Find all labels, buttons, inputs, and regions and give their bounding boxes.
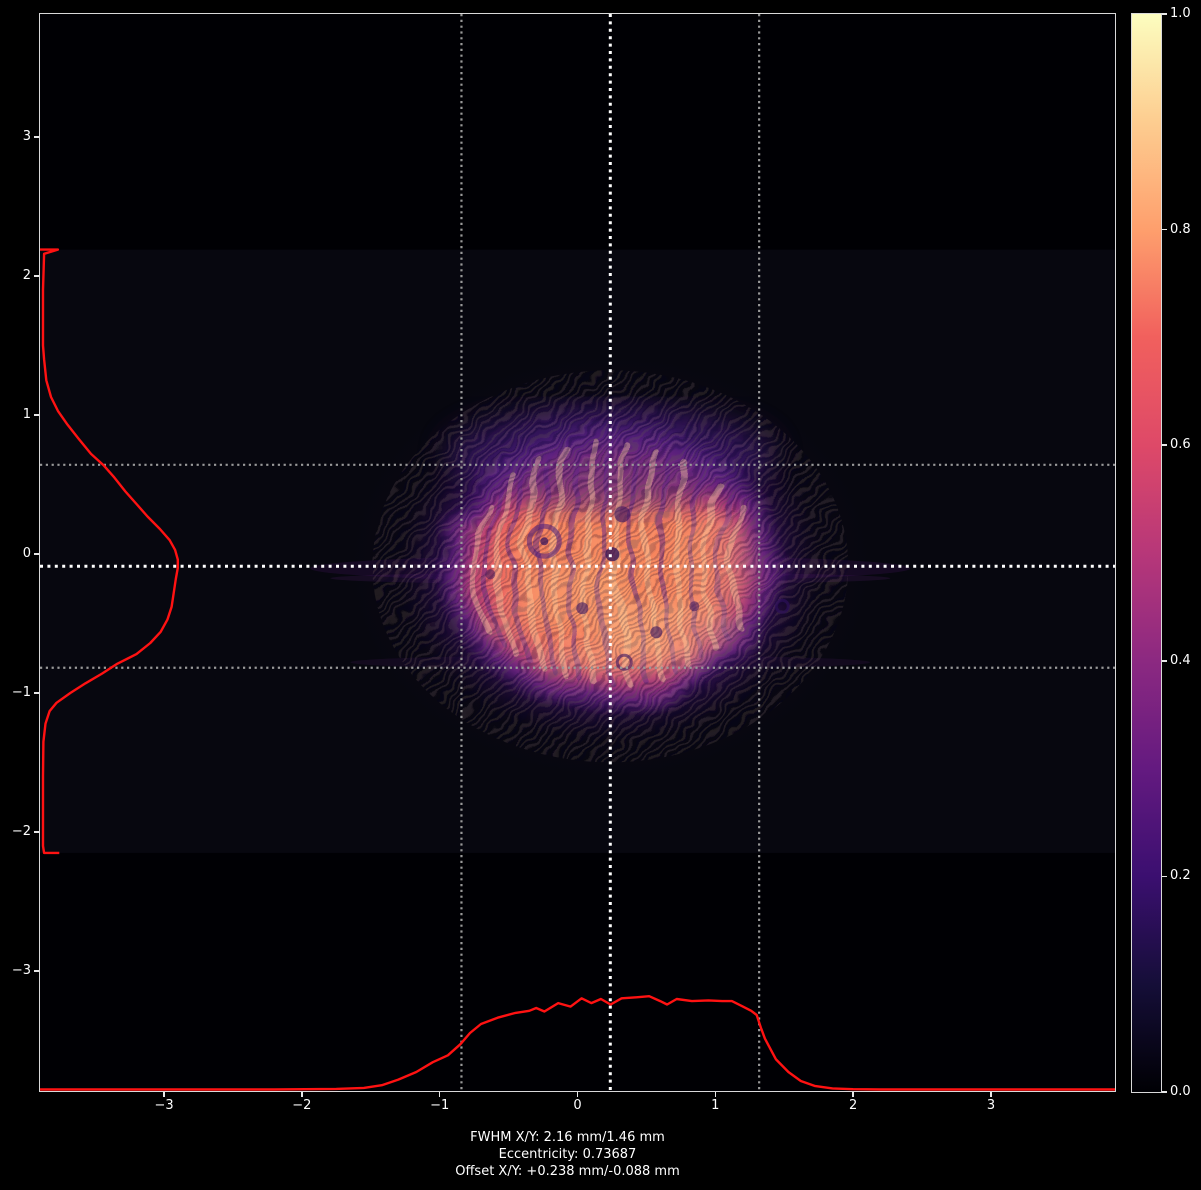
y-axis-tick [34, 831, 39, 833]
y-tick-label: 3 [22, 129, 31, 145]
x-axis-tick [163, 1092, 165, 1097]
y-axis-tick [34, 414, 39, 416]
colorbar-tick-label: 0.6 [1170, 437, 1191, 453]
y-axis-tick [34, 970, 39, 972]
y-tick-label: −3 [11, 963, 31, 979]
colorbar-tick-label: 0.2 [1170, 868, 1191, 884]
x-axis-tick [438, 1092, 441, 1097]
y-tick-label: 2 [22, 268, 31, 284]
beam-image-canvas [40, 14, 1115, 1091]
x-axis-tick [576, 1092, 579, 1097]
colorbar-tick [1162, 660, 1167, 662]
x-axis-tick [990, 1092, 992, 1097]
x-axis-tick [301, 1092, 303, 1097]
x-tick-label: −3 [154, 1098, 174, 1113]
y-axis-tick [34, 275, 39, 277]
plot-area [39, 13, 1116, 1092]
colorbar-tick [1162, 444, 1167, 446]
y-profile-curve [40, 248, 179, 855]
colorbar-tick [1162, 228, 1167, 231]
y-tick-label: −2 [11, 824, 31, 840]
x-tick-label: 1 [711, 1098, 720, 1113]
eccentricity-readout: Eccentricity: 0.73687 [498, 1147, 637, 1162]
marker-lines [40, 14, 1115, 1091]
speckle-texture [372, 370, 849, 763]
y-axis-tick [34, 553, 39, 555]
dark-spots [485, 506, 790, 671]
colorbar [1131, 13, 1162, 1093]
x-axis-tick [714, 1092, 717, 1097]
x-tick-label: −1 [430, 1098, 450, 1113]
x-profile-curve [40, 995, 1115, 1091]
x-tick-label: 2 [849, 1098, 858, 1113]
y-tick-label: −1 [11, 685, 31, 701]
measurement-readout: FWHM X/Y: 2.16 mm/1.46 mm Eccentricity: … [40, 1129, 1095, 1180]
colorbar-tick [1162, 875, 1167, 878]
y-axis-tick [34, 136, 39, 138]
x-tick-label: 0 [573, 1098, 582, 1113]
offset-readout: Offset X/Y: +0.238 mm/-0.088 mm [455, 1164, 680, 1179]
y-tick-label: 1 [22, 407, 31, 423]
x-axis-tick [852, 1092, 854, 1097]
intensity-profiles [40, 248, 1115, 1091]
colorbar-tick [1162, 13, 1167, 15]
colorbar-tick-label: 0.8 [1170, 221, 1191, 237]
y-tick-label: 0 [22, 546, 31, 562]
y-axis-tick [34, 692, 39, 694]
colorbar-tick-label: 1.0 [1170, 6, 1191, 21]
x-tick-label: 3 [986, 1098, 996, 1113]
fwhm-readout: FWHM X/Y: 2.16 mm/1.46 mm [470, 1130, 665, 1145]
colorbar-tick-label: 0.4 [1170, 652, 1191, 668]
colorbar-tick [1162, 1091, 1167, 1093]
x-tick-label: −2 [292, 1098, 312, 1113]
colorbar-tick-label: 0.0 [1170, 1084, 1191, 1099]
